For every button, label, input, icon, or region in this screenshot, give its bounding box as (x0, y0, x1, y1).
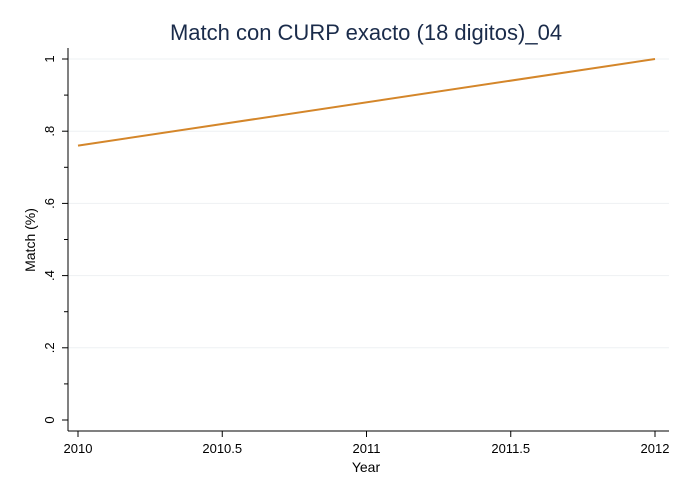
axis-layer: 0 .2 .4 .6 .8 1 2010 2010.5 2011 2011.5 2012 (42, 48, 669, 456)
y-tick-label: .4 (42, 270, 57, 281)
x-tick-label: 2012 (641, 441, 670, 456)
y-axis-label: Match (%) (22, 208, 38, 272)
y-tick-label: .2 (42, 342, 57, 353)
y-tick-label: 1 (42, 55, 57, 62)
x-tick-label: 2011 (353, 441, 381, 456)
y-tick-label: .6 (42, 198, 57, 209)
x-axis-label: Year (352, 459, 381, 475)
y-tick-label: .8 (42, 126, 57, 137)
y-tick-label: 0 (42, 416, 57, 423)
series-layer (77, 58, 656, 147)
x-tick-label: 2010.5 (202, 441, 242, 456)
chart-title: Match con CURP exacto (18 digitos)_04 (170, 20, 562, 45)
x-tick-label: 2010 (64, 441, 93, 456)
series-line (77, 58, 656, 147)
x-tick-label: 2011.5 (491, 441, 530, 456)
